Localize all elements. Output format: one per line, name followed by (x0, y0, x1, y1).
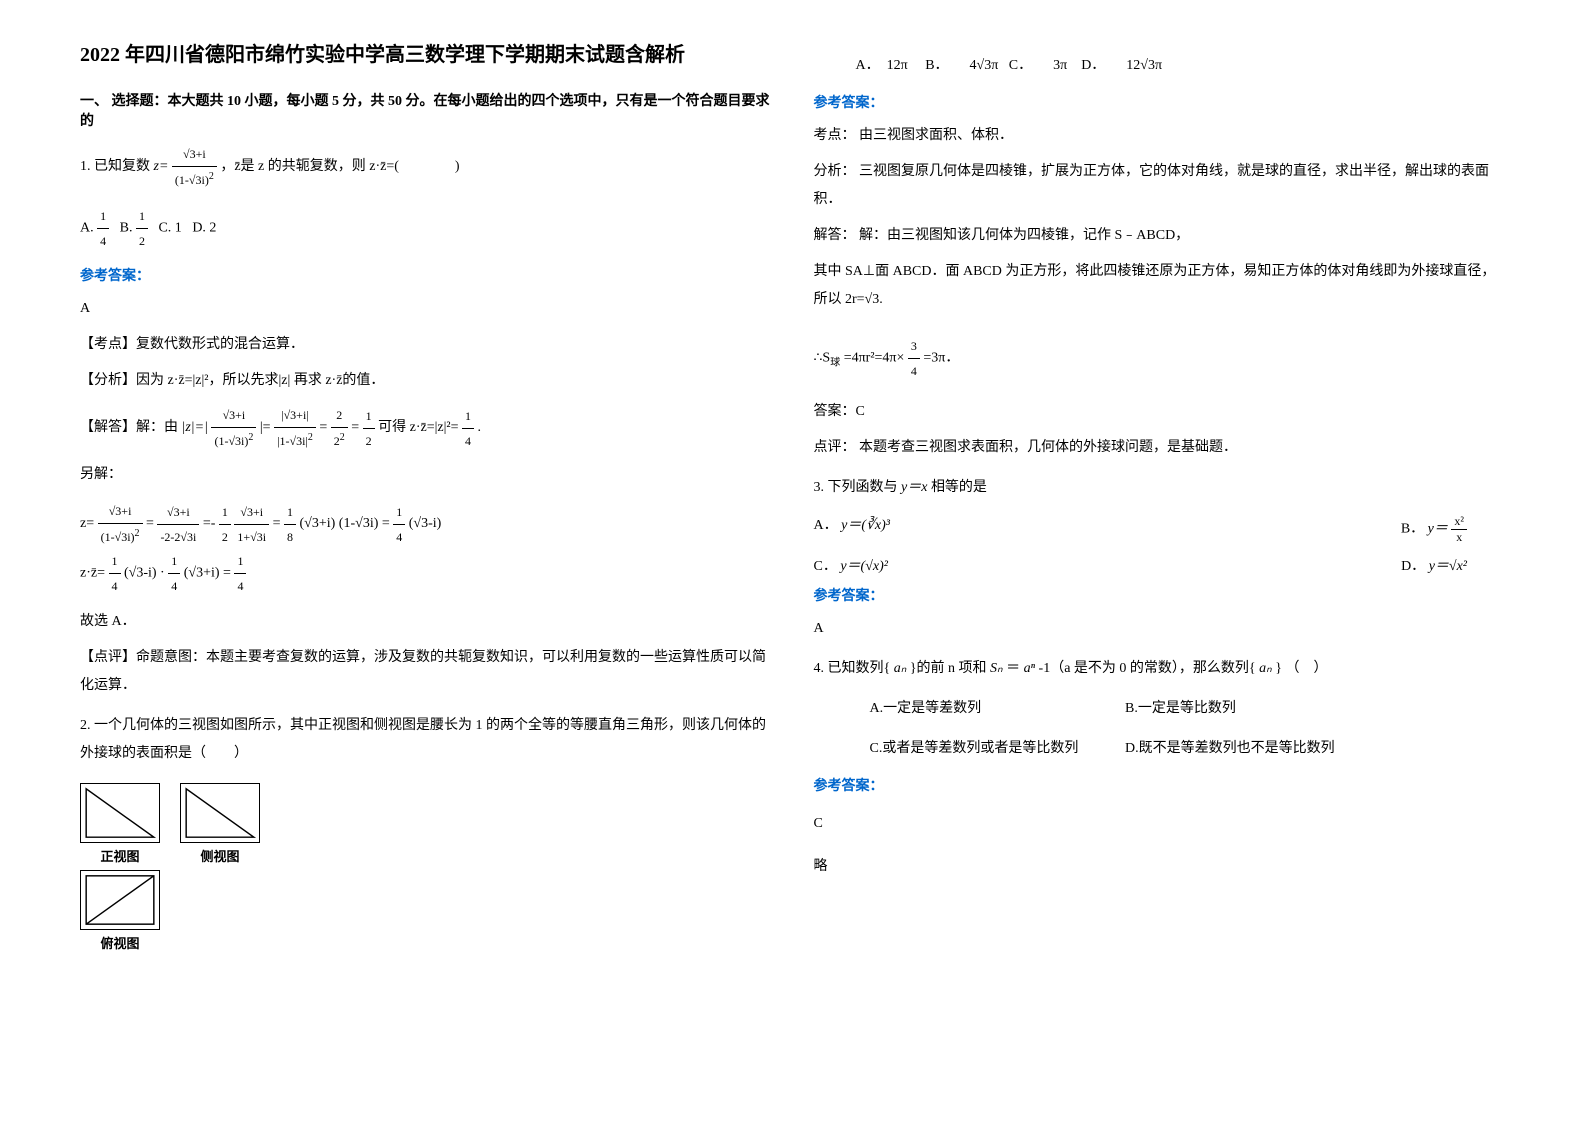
left-column: 2022 年四川省德阳市绵竹实验中学高三数学理下学期期末试题含解析 一、 选择题… (60, 40, 794, 1082)
q4-options-row1: A.一定是等差数列 B.一定是等比数列 (814, 695, 1508, 723)
q2-jieda3: ∴S球 =4πr²=4π× 3 4 =3π． (814, 334, 1508, 383)
question-3: 3. 下列函数与 y＝x 相等的是 (814, 474, 1508, 502)
ceshi-diagram: 侧视图 (180, 783, 260, 865)
q3-optD: D． y＝√x² (1140, 555, 1507, 575)
q2-jieda2: 其中 SA⊥面 ABCD．面 ABCD 为正方形，将此四棱锥还原为正方体，易知正… (814, 258, 1508, 314)
q1-frac-den: (1-√3i)2 (172, 167, 217, 192)
q2-answer: 答案：C (814, 398, 1508, 426)
q1-answer-label: 参考答案： (80, 265, 774, 285)
q4-answer-label: 参考答案： (814, 775, 1508, 795)
fushi-diagram: 俯视图 (80, 870, 160, 952)
q2-optB: B． 4√3π (925, 58, 998, 73)
q2-dianping: 点评： 本题考查三视图求表面积，几何体的外接球问题，是基础题． (814, 434, 1508, 462)
q1-optB: B. (120, 221, 133, 236)
q1-optD: D. 2 (192, 221, 216, 236)
q1-frac-num: √3+i (172, 142, 217, 167)
q2-diagrams: 正视图 侧视图 俯视图 (80, 783, 774, 952)
q1-optA-frac: 1 4 (97, 204, 109, 253)
q1-alt-solution: z= √3+i (1-√3i)2 = √3+i -2-2√3i =- 1 2 √… (80, 499, 774, 598)
question-4: 4. 已知数列{ aₙ }的前 n 项和 Sₙ ＝ aⁿ -1（a 是不为 0 … (814, 655, 1508, 683)
q1-options: A. 1 4 B. 1 2 C. 1 D. 2 (80, 204, 774, 253)
q4-optC: C.或者是等差数列或者是等比数列 (842, 735, 1122, 763)
q1-mid: ，z̄是 z 的共轭复数，则 z·z̄=( ) (220, 159, 459, 174)
q1-guxuan: 故选 A． (80, 608, 774, 636)
triangle-icon (181, 784, 259, 842)
question-1: 1. 已知复数 z= √3+i (1-√3i)2 ，z̄是 z 的共轭复数，则 … (80, 142, 774, 192)
q2-answer-label: 参考答案： (814, 92, 1508, 112)
q2-jieda1: 解答： 解：由三视图知该几何体为四棱锥，记作 S﹣ABCD， (814, 222, 1508, 250)
q2-optD: D． 12√3π (1081, 58, 1162, 73)
q3-optA: A． y＝(∛x)³ (814, 514, 1141, 545)
square-diagonal-icon (81, 871, 159, 929)
q1-jieda: 【解答】解：由 |z|=| √3+i (1-√3i)2 |= |√3+i| |1… (80, 403, 774, 453)
right-column: A． 12π B． 4√3π C． 3π D． 12√3π 参考答案： 考点： … (794, 40, 1528, 1082)
q1-z-eq: z= (154, 159, 169, 174)
q4-optA: A.一定是等差数列 (842, 695, 1122, 723)
q1-optB-frac: 1 2 (136, 204, 148, 253)
q4-lue: 略 (814, 853, 1508, 881)
q4-optD: D.既不是等差数列也不是等比数列 (1125, 741, 1335, 756)
q2-optA: A． 12π (856, 58, 908, 73)
q1-fenxi: 【分析】因为 z·z̄=|z|²，所以先求|z| 再求 z·z̄的值． (80, 367, 774, 395)
q1-fraction: √3+i (1-√3i)2 (172, 142, 217, 192)
q2-fenxi: 分析： 三视图复原几何体是四棱锥，扩展为正方体，它的体对角线，就是球的直径，求出… (814, 158, 1508, 214)
q4-answer: C (814, 810, 1508, 838)
q2-kaodian: 考点： 由三视图求面积、体积． (814, 122, 1508, 150)
q4-options-row2: C.或者是等差数列或者是等比数列 D.既不是等差数列也不是等比数列 (814, 735, 1508, 763)
zhengshi-diagram: 正视图 (80, 783, 160, 865)
q1-lingjie: 另解： (80, 461, 774, 489)
q1-kaodian: 【考点】复数代数形式的混合运算． (80, 331, 774, 359)
q3-optC: C． y＝(√x)² (814, 555, 1141, 575)
q4-optB: B.一定是等比数列 (1125, 701, 1236, 716)
q2-options: A． 12π B． 4√3π C． 3π D． 12√3π (814, 52, 1508, 80)
q3-answer-label: 参考答案： (814, 585, 1508, 605)
question-2: 2. 一个几何体的三视图如图所示，其中正视图和侧视图是腰长为 1 的两个全等的等… (80, 712, 774, 768)
q1-optC: C. 1 (158, 221, 181, 236)
q3-answer: A (814, 615, 1508, 643)
q1-answer: A (80, 295, 774, 323)
q1-dianping: 【点评】命题意图：本题主要考查复数的运算，涉及复数的共轭复数知识，可以利用复数的… (80, 644, 774, 700)
q3-options-row2: C． y＝(√x)² D． y＝√x² (814, 555, 1508, 575)
q3-options-row1: A． y＝(∛x)³ B． y＝ x² x (814, 514, 1508, 545)
section-1-heading: 一、 选择题：本大题共 10 小题，每小题 5 分，共 50 分。在每小题给出的… (80, 90, 774, 130)
document-title: 2022 年四川省德阳市绵竹实验中学高三数学理下学期期末试题含解析 (80, 40, 774, 70)
q3-optB: B． y＝ x² x (1140, 514, 1507, 545)
q2-optC: C． 3π (1009, 58, 1067, 73)
q1-prefix: 1. 已知复数 (80, 159, 150, 174)
q1-optA: A. (80, 221, 94, 236)
triangle-icon (81, 784, 159, 842)
